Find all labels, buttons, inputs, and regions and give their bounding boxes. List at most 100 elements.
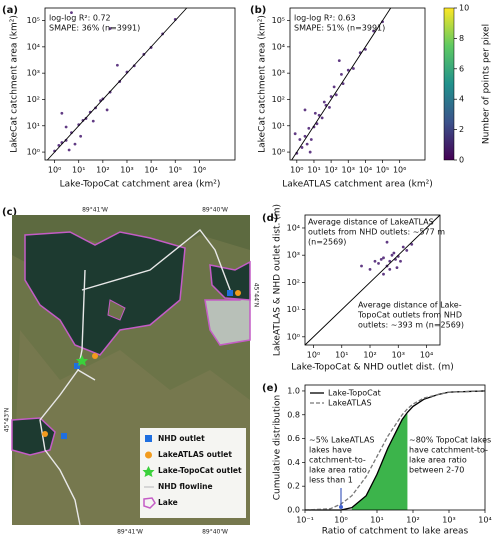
point [382, 272, 385, 276]
lakeatlas-outlet [92, 353, 98, 359]
x-tick-label: 10⁰ [334, 516, 347, 525]
plot-frame [44, 7, 236, 161]
legend-label: Lake-TopoCat [328, 389, 381, 398]
annotation: catchment-to- [309, 456, 366, 465]
point [309, 138, 313, 141]
colorbar-tick-label: 8 [459, 34, 464, 43]
point [313, 111, 317, 115]
annotation: ~5% LakeATLAS [309, 436, 375, 445]
y-tick-label: 10² [287, 278, 300, 287]
x-tick-label: 10¹ [307, 166, 320, 175]
colorbar-tick-label: 4 [459, 95, 464, 104]
y-tick-label: 10⁴ [27, 42, 40, 51]
annotation: less than 1 [309, 476, 353, 485]
x-tick-label: 10⁻¹ [296, 516, 314, 525]
y-tick-label: 10³ [272, 69, 285, 78]
x-tick-label: 10⁴ [359, 166, 372, 175]
y-tick-label: 10¹ [287, 305, 300, 314]
x-tick-label: 10⁴ [144, 166, 157, 175]
point [395, 266, 399, 269]
x-tick-label: 10² [96, 166, 109, 175]
y-tick-label: 10¹ [27, 121, 40, 130]
point [308, 150, 312, 154]
one-to-one-line [291, 7, 392, 161]
point [388, 268, 392, 271]
point [305, 142, 309, 146]
point [322, 100, 326, 104]
plot-frame [304, 384, 486, 511]
annotation: log-log R²: 0.72 [49, 14, 111, 23]
annotation: (n=2569) [308, 238, 346, 247]
legend-label: LakeATLAS [328, 399, 372, 408]
y-tick-label: 10⁵ [27, 16, 40, 25]
y-axis-label: LakeCat catchment area (km²) [10, 15, 20, 153]
point [368, 268, 372, 271]
y-tick-label: 0.6 [287, 434, 300, 443]
one-to-one-line [47, 7, 188, 161]
lat-label: 45°44'N [253, 283, 260, 307]
y-tick-label: 10⁴ [272, 42, 285, 51]
lon-label: 89°41'W [117, 529, 143, 536]
legend-label: NHD outlet [158, 434, 205, 443]
nhd-outlet [227, 290, 233, 296]
y-tick-label: 0.4 [287, 458, 300, 467]
one-to-one-line [304, 214, 441, 346]
point [379, 258, 383, 261]
point [320, 116, 324, 120]
point [377, 261, 380, 265]
point [115, 63, 119, 67]
point [346, 68, 350, 72]
lakeatlas-outlet [235, 290, 241, 296]
point [64, 125, 68, 129]
x-tick-label: 10¹ [72, 166, 85, 175]
lakeatlas-outlet [42, 431, 48, 437]
x-tick-label: 10⁴ [420, 351, 433, 360]
x-tick-label: 10² [406, 516, 419, 525]
point [70, 11, 73, 15]
point [382, 256, 385, 260]
x-tick-label: 10¹ [370, 516, 383, 525]
y-tick-label: 1.0 [287, 386, 300, 395]
annotation: lake area ratio [309, 466, 367, 475]
point [67, 148, 71, 152]
point [373, 259, 377, 263]
y-tick-label: 10² [272, 95, 285, 104]
panel-label: (b) [250, 5, 266, 16]
island [107, 299, 126, 321]
point [73, 142, 77, 146]
x-tick-label: 10³ [442, 516, 455, 525]
panel-label: (e) [262, 383, 278, 394]
legend-marker [145, 435, 152, 442]
point [334, 93, 338, 97]
y-tick-label: 10⁰ [27, 148, 40, 157]
annotation: SMAPE: 51% (n=3991) [294, 24, 385, 33]
annotation: outlets: ~393 m (n=2569) [358, 321, 464, 330]
y-tick-label: 10⁴ [287, 223, 300, 232]
legend-label: LakeATLAS outlet [158, 450, 232, 459]
annotation: SMAPE: 36% (n=3991) [49, 24, 140, 33]
legend-label: NHD flowline [158, 482, 213, 491]
y-tick-label: 0.8 [287, 410, 300, 419]
point [340, 72, 343, 76]
x-tick-label: 10⁰ [307, 351, 320, 360]
x-tick-label: 10⁵ [169, 166, 182, 175]
point [372, 29, 375, 33]
legend-marker [143, 497, 156, 509]
point [60, 111, 64, 115]
annotation: between 2-70 [409, 466, 464, 475]
y-axis-label: Cumulative distribution [273, 395, 283, 501]
y-axis-label: LakeCat catchment area (km²) [258, 15, 268, 153]
lake [209, 260, 251, 301]
x-axis-label: Ratio of catchment to lake areas [322, 527, 469, 537]
legend-marker [142, 466, 155, 477]
flowline [39, 229, 233, 526]
point [328, 105, 331, 109]
legend-marker [145, 451, 152, 459]
x-tick-label: 10⁵ [376, 166, 389, 175]
annotation: TopoCat outlets from NHD [357, 311, 462, 320]
point [91, 119, 95, 123]
x-tick-label: 10² [324, 166, 337, 175]
colorbar-tick-label: 0 [459, 156, 464, 165]
point [405, 248, 409, 252]
